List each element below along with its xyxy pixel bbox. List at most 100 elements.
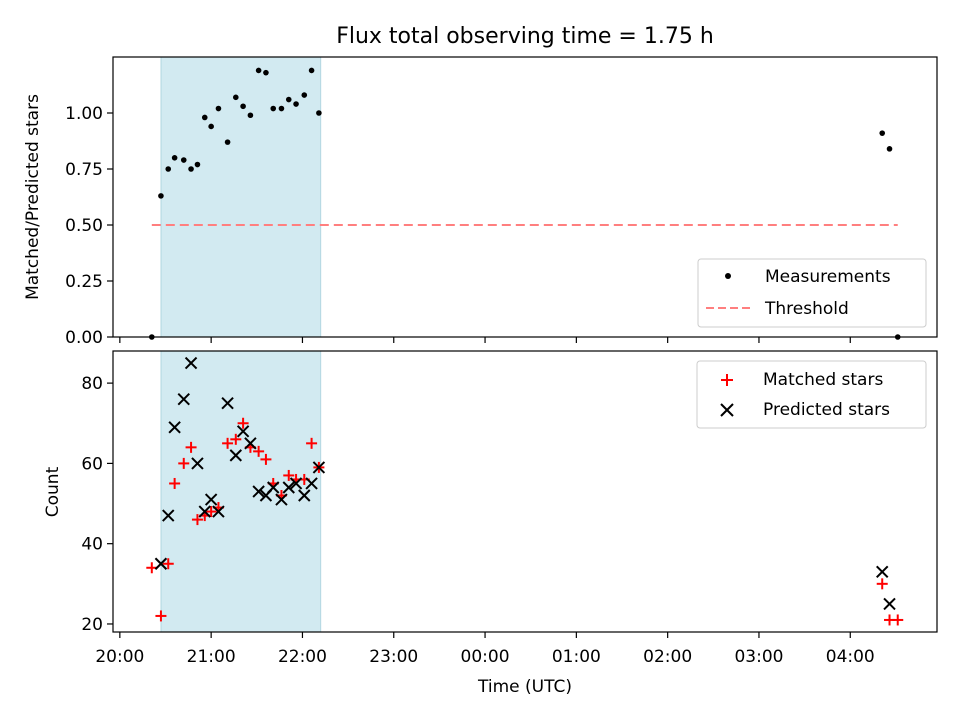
measurement-point bbox=[301, 92, 308, 98]
x-tick-label: 04:00 bbox=[826, 647, 875, 667]
measurement-point bbox=[293, 101, 299, 107]
predicted-stars-point bbox=[305, 477, 318, 490]
predicted-stars-point bbox=[177, 392, 190, 406]
legend-label-predicted: Predicted stars bbox=[763, 400, 890, 420]
measurement-point bbox=[270, 105, 277, 112]
predicted-stars-point bbox=[184, 356, 198, 370]
matched-stars-point bbox=[178, 457, 190, 469]
matched-stars-point bbox=[306, 437, 318, 449]
matched-stars-point bbox=[169, 477, 181, 489]
legend-label-measurements: Measurements bbox=[765, 267, 891, 287]
x-tick-label: 02:00 bbox=[643, 647, 692, 667]
count-y-label: Count bbox=[43, 466, 63, 517]
matched-stars-point bbox=[222, 437, 234, 449]
measurement-point bbox=[180, 157, 187, 163]
matched-stars-point bbox=[892, 614, 904, 626]
count-x-axis: 20:00 21:00 22:00 23:00 00:00 01:00 02:00 03:00… bbox=[95, 632, 875, 667]
predicted-stars-point bbox=[244, 437, 257, 450]
measurement-point bbox=[215, 105, 222, 112]
predicted-stars-point bbox=[267, 481, 280, 494]
chart-title: Flux total observing time = 1.75 h bbox=[336, 24, 714, 49]
x-tick-label: 20:00 bbox=[95, 647, 144, 667]
x-axis-label: Time (UTC) bbox=[477, 677, 572, 697]
count-marks bbox=[146, 356, 904, 626]
y-tick-label: 0.75 bbox=[65, 160, 103, 180]
measurement-point bbox=[171, 155, 178, 161]
matched-stars-point bbox=[253, 445, 265, 457]
measurement-point bbox=[308, 67, 315, 74]
measurement-point bbox=[201, 114, 208, 121]
count-plot-frame bbox=[112, 350, 938, 633]
legend-label-threshold: Threshold bbox=[764, 299, 849, 319]
legend-marker-measurements bbox=[725, 273, 731, 279]
ratio-legend-box bbox=[697, 258, 927, 328]
count-panel: 20 40 60 80 20:00 21:00 22:00 23:00 00:00 01:00 0… bbox=[43, 350, 938, 697]
matched-stars-point bbox=[191, 514, 203, 526]
measurement-point bbox=[886, 146, 893, 152]
observing-window-shade bbox=[160, 56, 322, 338]
measurement-point bbox=[240, 103, 246, 110]
predicted-stars-point bbox=[275, 493, 288, 506]
measurement-point bbox=[158, 193, 164, 199]
measurement-point bbox=[879, 130, 886, 136]
legend-marker-matched bbox=[721, 374, 733, 386]
predicted-stars-point bbox=[252, 485, 265, 498]
legend-marker-predicted bbox=[720, 403, 734, 417]
predicted-stars-point bbox=[212, 505, 225, 518]
predicted-stars-point bbox=[312, 461, 326, 474]
shaded-interval bbox=[160, 56, 322, 338]
y-tick-label: 40 bbox=[81, 535, 103, 555]
matched-stars-point bbox=[185, 441, 197, 453]
ratio-y-label: Matched/Predicted stars bbox=[23, 94, 43, 300]
matched-stars-point bbox=[146, 562, 158, 574]
ratio-y-axis: 0.00 0.25 0.50 0.75 1.00 bbox=[65, 104, 113, 348]
ratio-legend: Measurements Threshold bbox=[697, 258, 927, 328]
x-tick-label: 00:00 bbox=[461, 647, 510, 667]
x-tick-label: 01:00 bbox=[552, 647, 601, 667]
matched-stars-point bbox=[283, 469, 295, 481]
ratio-marks bbox=[149, 67, 901, 340]
predicted-stars-point bbox=[289, 477, 303, 490]
measurement-point bbox=[247, 112, 254, 119]
predicted-stars-point bbox=[221, 396, 234, 410]
y-tick-label: 1.00 bbox=[65, 104, 103, 124]
y-tick-label: 80 bbox=[81, 374, 103, 394]
measurement-point bbox=[188, 166, 194, 172]
ratio-plot-frame bbox=[112, 56, 938, 338]
predicted-stars-point bbox=[229, 449, 243, 462]
matched-stars-point bbox=[876, 578, 888, 590]
predicted-stars-point bbox=[154, 557, 168, 570]
ratio-x-ticks bbox=[119, 337, 851, 343]
measurement-point bbox=[165, 166, 172, 172]
y-tick-label: 20 bbox=[81, 615, 103, 635]
measurement-point bbox=[233, 94, 239, 101]
y-tick-label: 0.50 bbox=[65, 216, 103, 236]
predicted-stars-point bbox=[191, 457, 204, 470]
predicted-stars-point bbox=[198, 505, 211, 518]
predicted-stars-point bbox=[282, 481, 295, 494]
predicted-stars-point bbox=[204, 493, 218, 506]
predicted-stars-point bbox=[168, 421, 181, 434]
predicted-stars-point bbox=[236, 425, 250, 438]
matched-stars-point bbox=[237, 417, 249, 429]
count-y-axis: 20 40 60 80 bbox=[81, 374, 113, 635]
legend-label-matched: Matched stars bbox=[763, 370, 883, 390]
shaded-interval bbox=[160, 350, 322, 633]
predicted-stars-point bbox=[883, 597, 896, 611]
matched-stars-point bbox=[205, 506, 217, 518]
predicted-stars-point bbox=[876, 565, 889, 578]
ratio-panel: 0.00 0.25 0.50 0.75 1.00 Matched/Predicted s… bbox=[23, 56, 938, 348]
x-tick-label: 23:00 bbox=[369, 647, 418, 667]
measurement-point bbox=[224, 139, 231, 145]
count-legend: Matched stars Predicted stars bbox=[696, 360, 927, 429]
predicted-stars-point bbox=[162, 509, 175, 522]
matched-stars-point bbox=[162, 558, 174, 570]
x-tick-label: 21:00 bbox=[187, 647, 236, 667]
predicted-stars-point bbox=[298, 489, 311, 502]
matched-stars-point bbox=[155, 610, 167, 622]
measurement-point bbox=[278, 105, 285, 112]
matched-stars-point bbox=[260, 453, 272, 465]
y-tick-label: 0.25 bbox=[65, 272, 103, 292]
